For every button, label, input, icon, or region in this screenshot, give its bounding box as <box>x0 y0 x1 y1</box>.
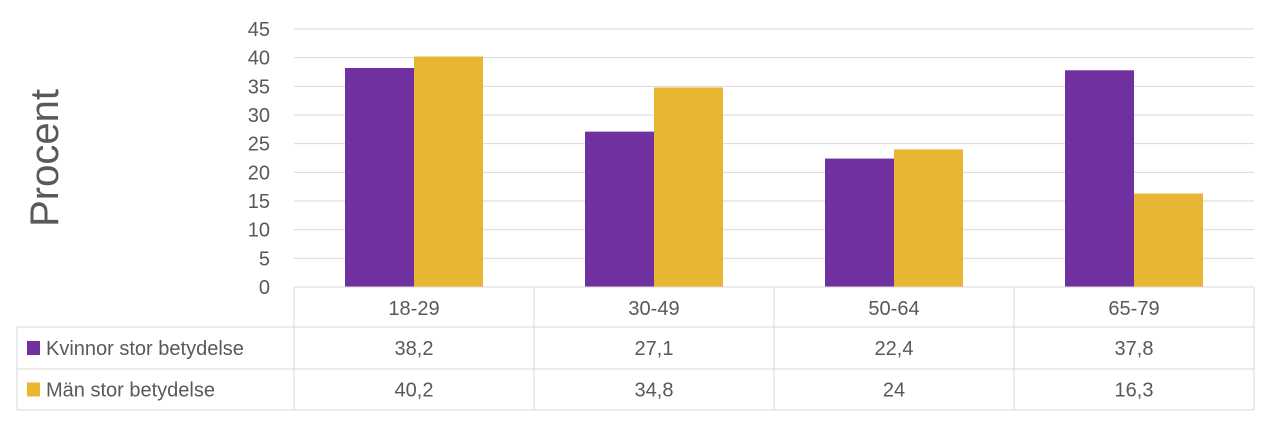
y-tick-label: 0 <box>259 277 270 299</box>
legend-label: Män stor betydelse <box>46 380 215 402</box>
data-label: 22,4 <box>875 338 914 360</box>
data-table: 18-29 30-49 50-64 65-79 Kvinnor stor betydel… <box>16 286 1255 411</box>
y-tick-label: 15 <box>248 191 270 213</box>
data-label: 37,8 <box>1115 338 1154 360</box>
bar-man-50-64 <box>894 149 963 287</box>
y-tick-label: 5 <box>259 248 270 270</box>
data-label: 40,2 <box>395 380 434 402</box>
data-label: 34,8 <box>635 380 674 402</box>
y-axis-ticks: 0 5 10 15 20 25 30 35 40 45 <box>248 19 270 299</box>
y-tick-label: 25 <box>248 134 270 156</box>
category-label: 65-79 <box>1108 298 1159 320</box>
data-label: 38,2 <box>395 338 434 360</box>
y-tick-label: 30 <box>248 105 270 127</box>
legend-swatch <box>27 382 40 397</box>
y-tick-label: 20 <box>248 162 270 184</box>
y-tick-label: 10 <box>248 220 270 242</box>
category-label: 30-49 <box>628 298 679 320</box>
legend-swatch <box>27 341 40 355</box>
bar-man-65-79 <box>1134 193 1203 287</box>
bar-man-18-29 <box>414 56 483 287</box>
y-tick-label: 45 <box>248 19 270 41</box>
bar-kvinnor-18-29 <box>345 67 414 287</box>
data-label: 24 <box>883 380 905 402</box>
bar-kvinnor-30-49 <box>585 131 654 287</box>
bars <box>345 56 1203 287</box>
category-label: 18-29 <box>388 298 439 320</box>
y-tick-label: 40 <box>248 48 270 70</box>
category-label: 50-64 <box>868 298 919 320</box>
data-label: 16,3 <box>1115 380 1154 402</box>
y-axis-label: Procent <box>23 89 67 227</box>
data-label: 27,1 <box>635 338 674 360</box>
legend-label: Kvinnor stor betydelse <box>46 338 244 360</box>
bar-kvinnor-50-64 <box>825 158 894 287</box>
y-tick-label: 35 <box>248 76 270 98</box>
bar-kvinnor-65-79 <box>1065 70 1134 287</box>
bar-man-30-49 <box>654 87 723 287</box>
